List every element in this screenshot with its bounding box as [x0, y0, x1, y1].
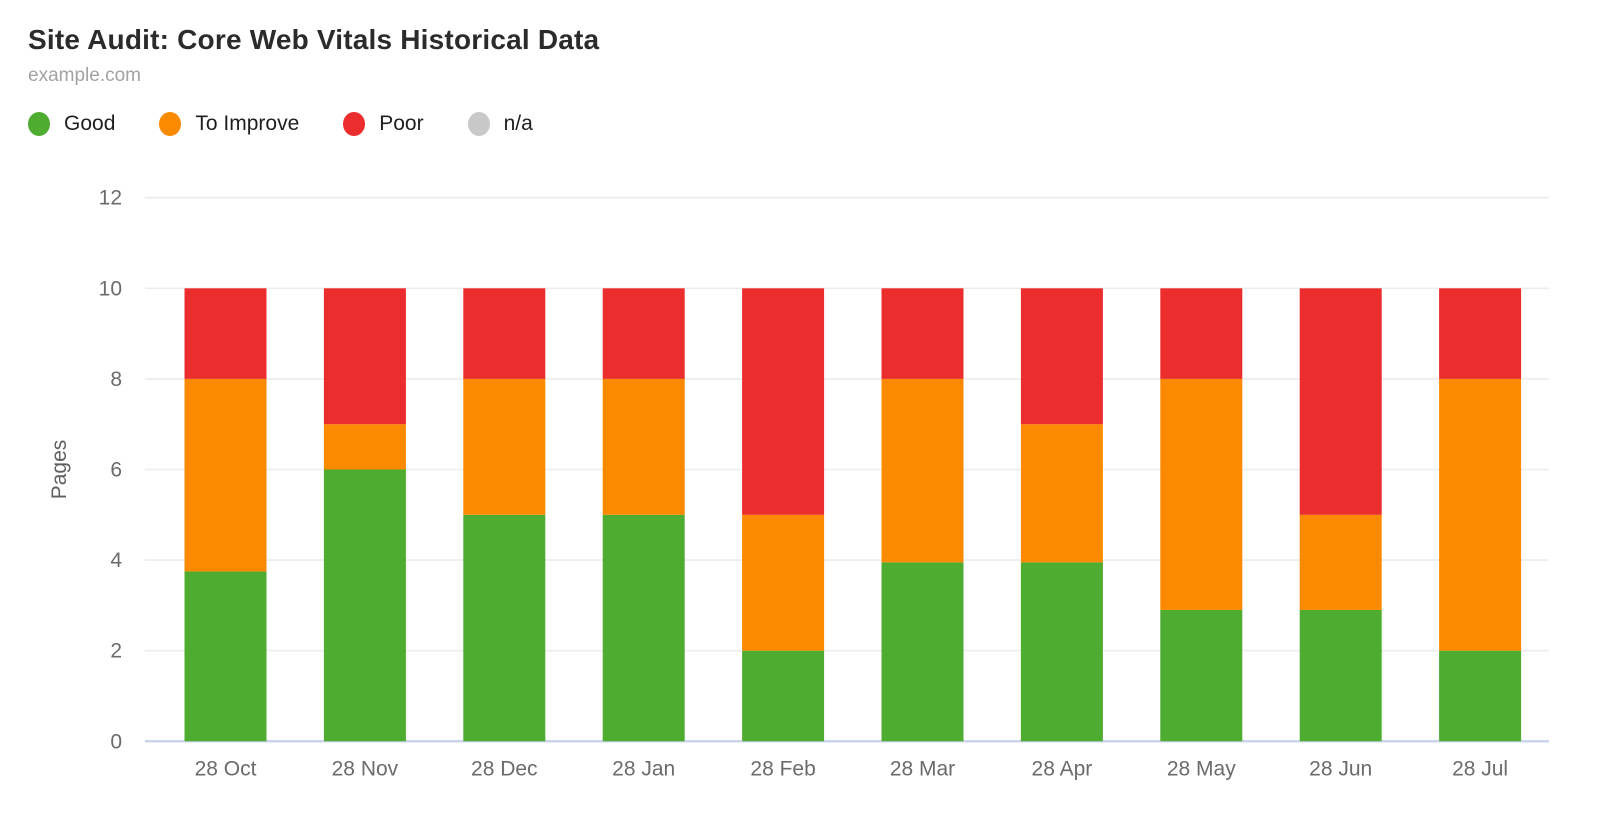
x-tick-label: 28 May: [1167, 757, 1236, 780]
bar-segment[interactable]: [742, 514, 825, 651]
x-tick-label: 28 Jan: [612, 757, 675, 780]
legend-item-to-improve[interactable]: To Improve: [159, 112, 299, 136]
x-tick-label: 28 Mar: [890, 757, 955, 780]
bar-segment[interactable]: [1299, 609, 1382, 742]
bar-segment[interactable]: [1020, 562, 1103, 742]
x-tick-label: 28 Jun: [1309, 757, 1372, 780]
bar-segment[interactable]: [1439, 378, 1522, 651]
bar-segment[interactable]: [1160, 378, 1243, 610]
poor-legend-dot-icon: [343, 112, 366, 136]
bar-segment[interactable]: [1020, 424, 1103, 563]
bar-segment[interactable]: [742, 288, 825, 515]
bar-segment[interactable]: [1020, 288, 1103, 425]
y-tick-label: 2: [110, 640, 122, 663]
page-title: Site Audit: Core Web Vitals Historical D…: [28, 24, 600, 55]
stacked-bar-chart: 0 2 4 6 8 10 12 Pages 28 Oct 28 Nov 28 Dec 28 Jan 28…: [0, 160, 1600, 821]
bar-segment[interactable]: [881, 562, 964, 742]
bar-segment[interactable]: [184, 378, 267, 572]
bar-segment[interactable]: [1299, 514, 1382, 610]
x-tick-label: 28 Nov: [332, 757, 399, 780]
x-tick-label: 28 Oct: [195, 757, 257, 780]
y-tick-label: 12: [99, 187, 122, 210]
y-tick-label: 6: [110, 459, 122, 482]
bar-segment[interactable]: [463, 378, 546, 515]
legend-label-na: n/a: [503, 112, 533, 135]
x-tick-label: 28 Feb: [750, 757, 815, 780]
bar-segment[interactable]: [1160, 288, 1243, 379]
x-tick-label: 28 Jul: [1452, 757, 1508, 780]
legend-item-na[interactable]: n/a: [467, 112, 533, 136]
bar-segment[interactable]: [323, 288, 406, 425]
bar-segment[interactable]: [463, 288, 546, 379]
legend-item-poor[interactable]: Poor: [343, 112, 424, 136]
site-domain: example.com: [28, 65, 141, 86]
bar-segment[interactable]: [323, 469, 406, 742]
bar-segment[interactable]: [602, 378, 685, 515]
legend-label-good: Good: [64, 112, 116, 135]
y-tick-label: 10: [99, 277, 122, 300]
bar-segment[interactable]: [881, 378, 964, 563]
bar-segment[interactable]: [1160, 609, 1243, 742]
bar-segment[interactable]: [1299, 288, 1382, 515]
report-header: Site Audit: Core Web Vitals Historical D…: [28, 24, 599, 87]
to-improve-legend-dot-icon: [159, 112, 182, 136]
y-tick-label: 8: [110, 368, 122, 391]
legend-label-to-improve: To Improve: [195, 112, 300, 135]
na-legend-dot-icon: [467, 112, 490, 136]
legend-item-good[interactable]: Good: [28, 112, 115, 136]
bar-segment[interactable]: [602, 514, 685, 742]
y-tick-label: 0: [110, 730, 122, 753]
good-legend-dot-icon: [28, 112, 50, 136]
bar-segment[interactable]: [602, 288, 685, 379]
x-tick-label: 28 Dec: [471, 757, 538, 780]
x-tick-label: 28 Apr: [1032, 757, 1093, 780]
bar-segment[interactable]: [463, 514, 546, 742]
bar-segment[interactable]: [184, 571, 267, 742]
bar-segment[interactable]: [323, 424, 406, 470]
bar-segment[interactable]: [184, 288, 267, 379]
bar-segment[interactable]: [742, 650, 825, 742]
y-axis-title: Pages: [48, 440, 71, 500]
legend-label-poor: Poor: [379, 112, 424, 135]
bar-segment[interactable]: [1439, 288, 1522, 379]
y-tick-label: 4: [110, 549, 122, 572]
cwv-history-chart-canvas: 0 2 4 6 8 10 12 Pages 28 Oct 28 Nov 28 Dec 28 Jan 28…: [48, 187, 1549, 780]
chart-legend: Good To Improve Poor n/a: [28, 112, 533, 136]
bar-segment[interactable]: [881, 288, 964, 379]
bar-segment[interactable]: [1439, 650, 1522, 742]
